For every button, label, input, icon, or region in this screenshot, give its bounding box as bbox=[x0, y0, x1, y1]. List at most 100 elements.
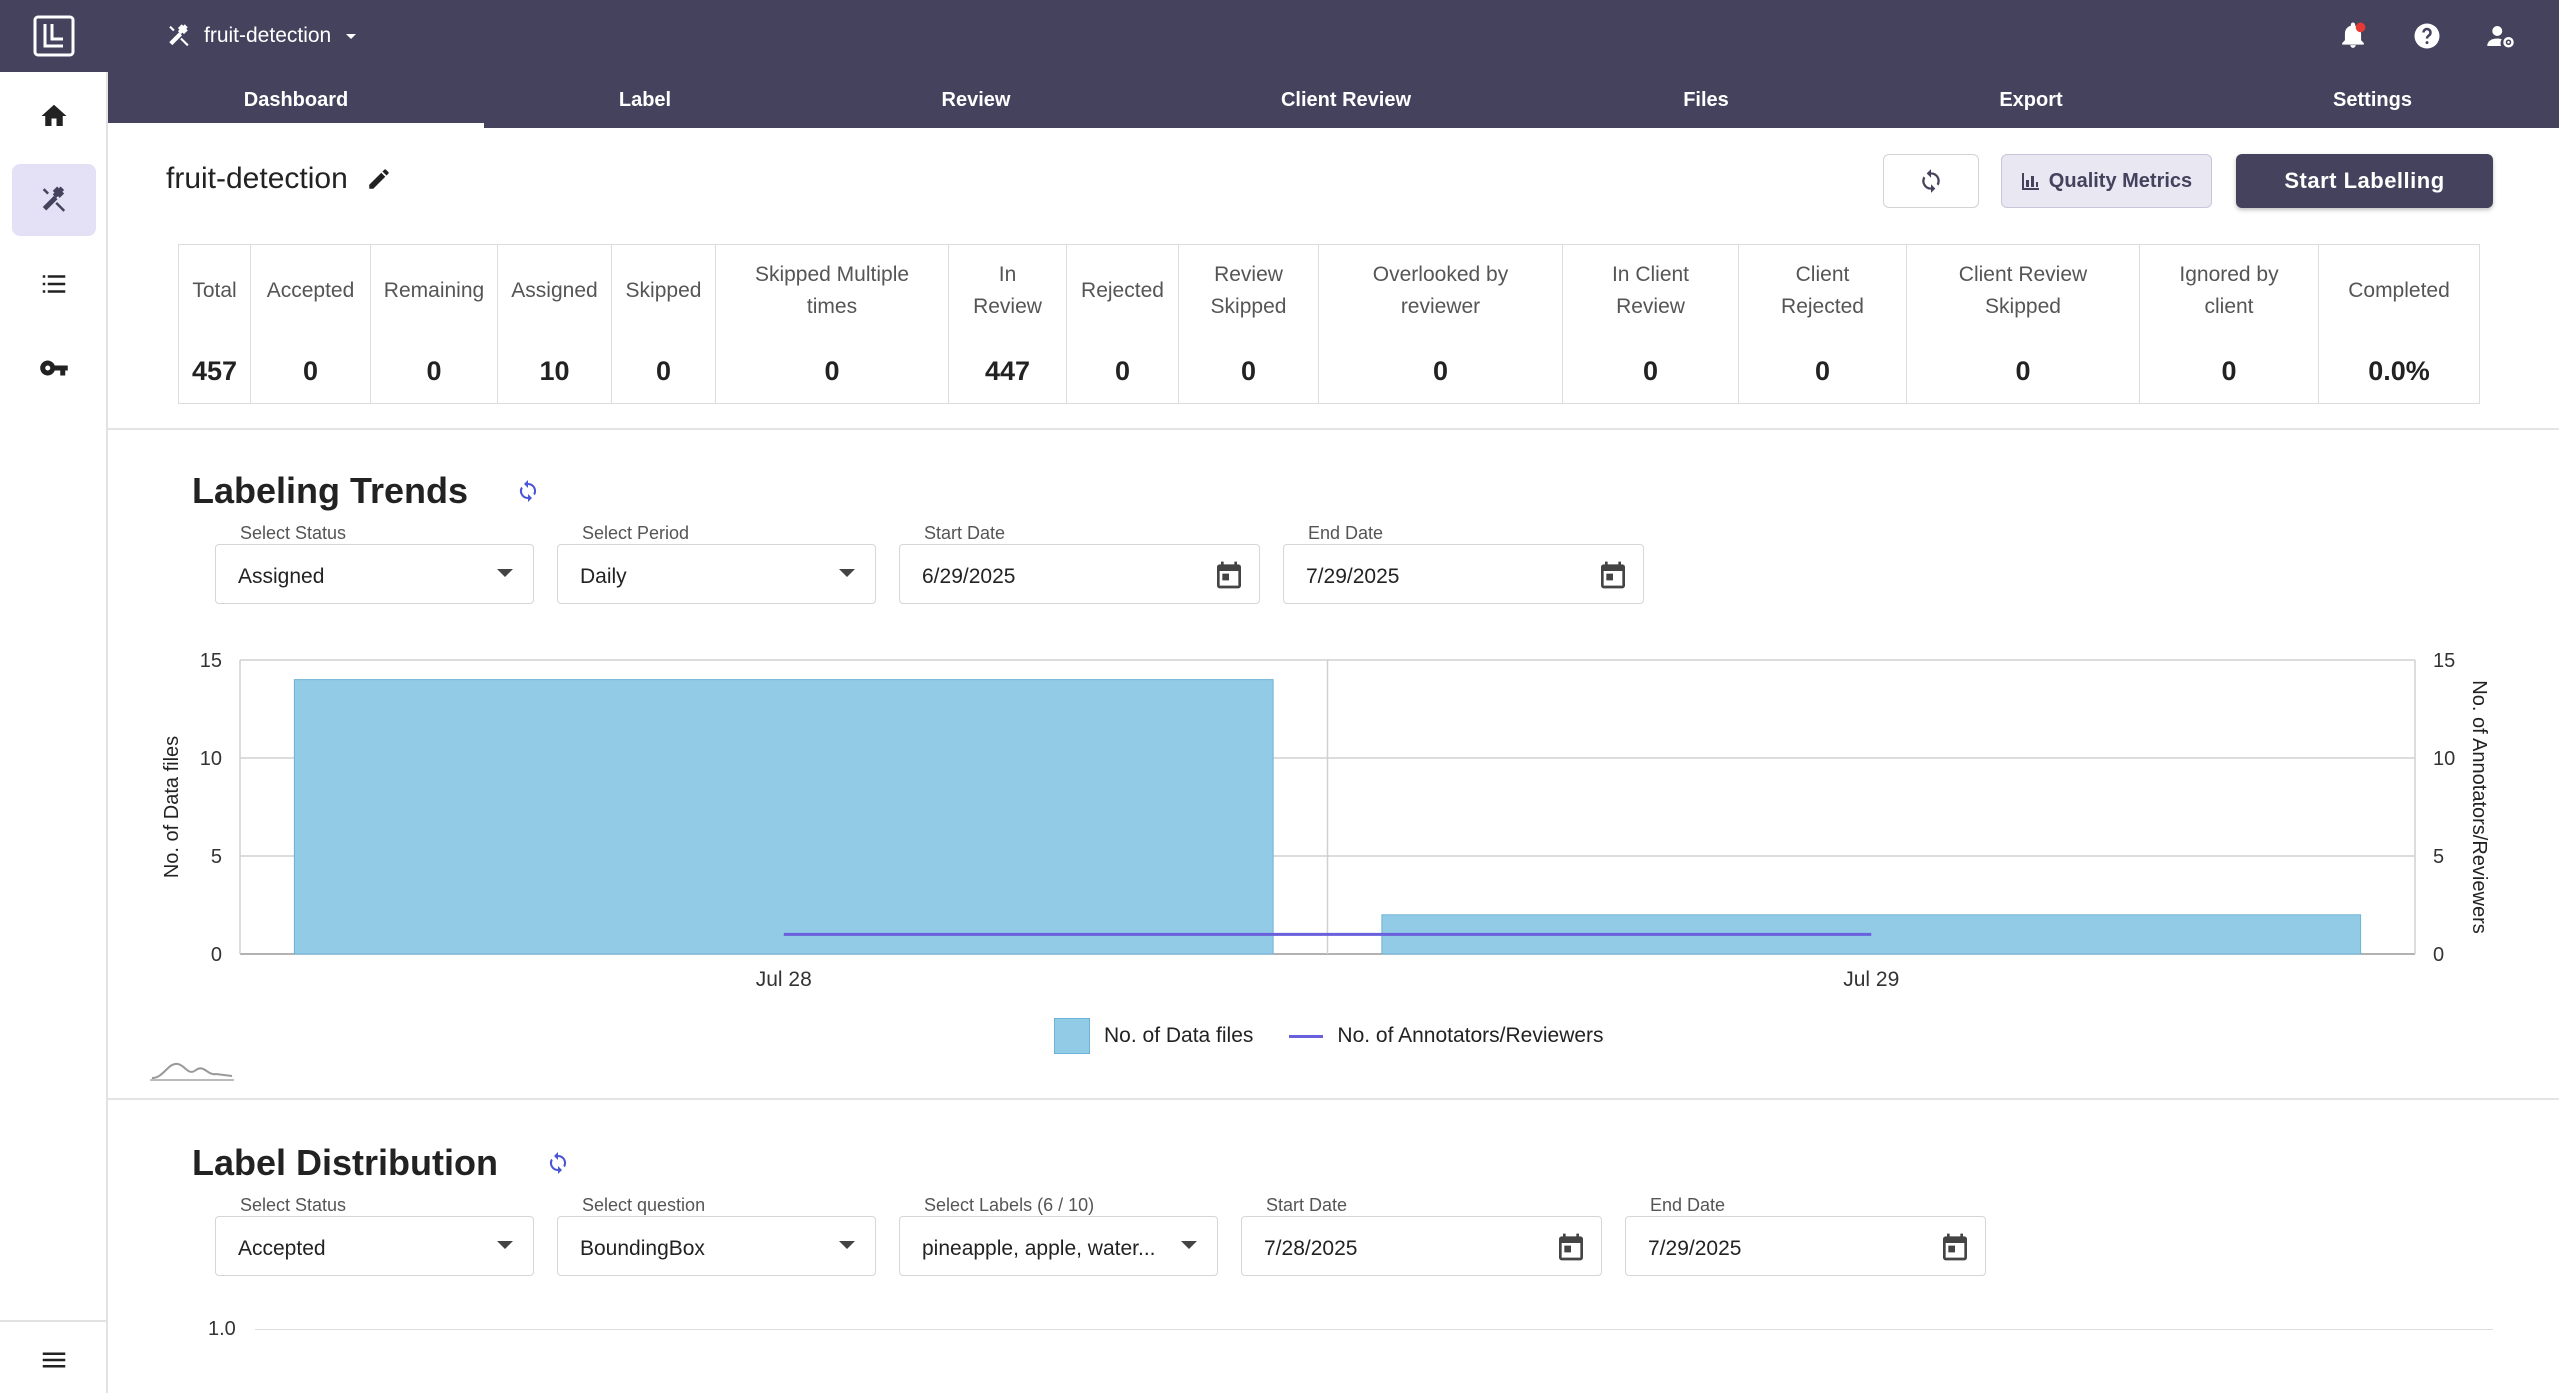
calendar-icon[interactable] bbox=[1939, 1231, 1971, 1263]
stat-label: Skipped bbox=[625, 279, 702, 302]
distribution-end-date[interactable]: End Date 7/29/2025 bbox=[1625, 1195, 1986, 1276]
sidebar-item-keys[interactable] bbox=[12, 332, 96, 404]
caret-down-icon bbox=[1181, 1241, 1197, 1249]
field-label: End Date bbox=[1648, 1195, 1728, 1216]
y2-tick-label: 10 bbox=[2433, 748, 2455, 770]
stat-label: Rejected bbox=[1081, 279, 1164, 302]
main-tabs: Dashboard Label Review Client Review Fil… bbox=[108, 72, 2559, 128]
stat-completed: Completed 0.0% bbox=[2319, 245, 2479, 403]
user-settings-icon bbox=[2487, 26, 2514, 48]
distribution-question-select[interactable]: Select question BoundingBox bbox=[557, 1195, 876, 1276]
stat-value: 0 bbox=[302, 356, 319, 386]
field-label: Start Date bbox=[922, 523, 1008, 544]
x-tick-label: Jul 29 bbox=[1843, 968, 1899, 991]
tools-icon bbox=[42, 186, 66, 212]
field-value: 6/29/2025 bbox=[922, 565, 1016, 588]
trends-status-select[interactable]: Select Status Assigned bbox=[215, 523, 534, 604]
help-button[interactable] bbox=[2409, 18, 2445, 54]
sidebar bbox=[0, 0, 108, 1393]
start-labelling-button[interactable]: Start Labelling bbox=[2236, 154, 2493, 208]
help-icon bbox=[2414, 23, 2440, 49]
home-icon bbox=[41, 104, 67, 126]
stat-assigned: Assigned 10 bbox=[498, 245, 612, 403]
stat-value: 0 bbox=[1432, 356, 1449, 386]
refresh-icon[interactable] bbox=[516, 479, 540, 503]
sidebar-item-home[interactable] bbox=[12, 80, 96, 152]
calendar-icon[interactable] bbox=[1555, 1231, 1587, 1263]
sidebar-divider bbox=[0, 1320, 106, 1322]
sidebar-item-list[interactable] bbox=[12, 248, 96, 320]
stat-label: In Client Review bbox=[1611, 263, 1690, 318]
refresh-icon[interactable] bbox=[546, 1151, 570, 1175]
edit-icon[interactable] bbox=[366, 166, 392, 192]
y2-tick-label: 15 bbox=[2433, 650, 2455, 672]
refresh-stats-button[interactable] bbox=[1883, 154, 1979, 208]
stat-in-review: In Review 447 bbox=[949, 245, 1067, 403]
tab-review[interactable]: Review bbox=[941, 88, 1011, 111]
tab-settings[interactable]: Settings bbox=[2333, 88, 2412, 111]
chart-zoom-icon[interactable] bbox=[150, 1056, 234, 1082]
y-tick-label: 15 bbox=[200, 650, 222, 672]
stat-label: In Review bbox=[973, 263, 1042, 318]
legend-label-line[interactable]: No. of Annotators/Reviewers bbox=[1337, 1024, 1604, 1047]
stat-value: 0.0% bbox=[2368, 356, 2430, 386]
legend-swatch-bars[interactable] bbox=[1054, 1018, 1090, 1054]
tab-dashboard[interactable]: Dashboard bbox=[108, 72, 484, 128]
field-label: Select Status bbox=[238, 1195, 349, 1216]
stat-client-rejected: Client Rejected 0 bbox=[1739, 245, 1907, 403]
distribution-labels-select[interactable]: Select Labels (6 / 10) pineapple, apple,… bbox=[899, 1195, 1218, 1276]
page-title: fruit-detection bbox=[166, 162, 392, 196]
notifications-button[interactable] bbox=[2335, 18, 2371, 54]
project-selector[interactable]: fruit-detection bbox=[166, 20, 359, 52]
legend-label-bars[interactable]: No. of Data files bbox=[1104, 1024, 1254, 1047]
y-tick-label: 5 bbox=[211, 846, 222, 868]
key-icon bbox=[40, 360, 68, 376]
tab-client-review[interactable]: Client Review bbox=[1280, 88, 1412, 111]
stat-client-review-skipped: Client Review Skipped 0 bbox=[1907, 245, 2140, 403]
distribution-start-date[interactable]: Start Date 7/28/2025 bbox=[1241, 1195, 1602, 1276]
account-settings-button[interactable] bbox=[2483, 18, 2519, 54]
sidebar-menu-toggle[interactable] bbox=[12, 1330, 96, 1390]
tab-label[interactable]: Label bbox=[618, 88, 672, 111]
sidebar-item-projects[interactable] bbox=[12, 164, 96, 236]
trends-title: Labeling Trends bbox=[192, 470, 469, 511]
stat-label: Accepted bbox=[266, 279, 355, 302]
stat-label: Skipped Multiple times bbox=[754, 263, 910, 318]
field-value: 7/29/2025 bbox=[1648, 1237, 1742, 1260]
stat-review-skipped: Review Skipped 0 bbox=[1179, 245, 1319, 403]
field-label: Select Period bbox=[580, 523, 692, 544]
field-value: BoundingBox bbox=[580, 1237, 705, 1260]
stat-value: 0 bbox=[1814, 356, 1831, 386]
trends-section-title: Labeling Trends bbox=[192, 470, 540, 512]
section-divider bbox=[108, 1098, 2559, 1100]
stat-value: 0 bbox=[2221, 356, 2237, 386]
tab-files[interactable]: Files bbox=[1683, 88, 1729, 111]
stat-label: Review Skipped bbox=[1210, 263, 1287, 318]
stat-rejected: Rejected 0 bbox=[1067, 245, 1179, 403]
calendar-icon[interactable] bbox=[1597, 559, 1629, 591]
distribution-status-select[interactable]: Select Status Accepted bbox=[215, 1195, 534, 1276]
app-logo[interactable] bbox=[0, 0, 108, 72]
trends-start-date[interactable]: Start Date 6/29/2025 bbox=[899, 523, 1260, 604]
calendar-icon[interactable] bbox=[1213, 559, 1245, 591]
stat-skipped-multiple: Skipped Multiple times 0 bbox=[716, 245, 949, 403]
section-divider bbox=[108, 428, 2559, 430]
field-value: 7/28/2025 bbox=[1264, 1237, 1358, 1260]
project-name: fruit-detection bbox=[204, 24, 332, 47]
top-bar: fruit-detection bbox=[108, 0, 2559, 72]
caret-down-icon bbox=[497, 569, 513, 577]
trends-period-select[interactable]: Select Period Daily bbox=[557, 523, 876, 604]
stat-value: 0 bbox=[2015, 356, 2031, 386]
stat-value: 0 bbox=[824, 356, 840, 386]
stat-label: Client Review Skipped bbox=[1958, 263, 2088, 318]
quality-metrics-label: Quality Metrics bbox=[2048, 169, 2193, 192]
bar bbox=[293, 679, 1274, 955]
tab-export[interactable]: Export bbox=[1999, 88, 2063, 111]
quality-metrics-button[interactable]: Quality Metrics bbox=[2001, 154, 2212, 208]
logo-icon bbox=[33, 15, 75, 57]
distribution-section-title: Label Distribution bbox=[192, 1142, 570, 1184]
trends-end-date[interactable]: End Date 7/29/2025 bbox=[1283, 523, 1644, 604]
stat-remaining: Remaining 0 bbox=[371, 245, 498, 403]
legend-swatch-line[interactable] bbox=[1289, 1034, 1324, 1038]
stat-overlooked: Overlooked by reviewer 0 bbox=[1319, 245, 1563, 403]
